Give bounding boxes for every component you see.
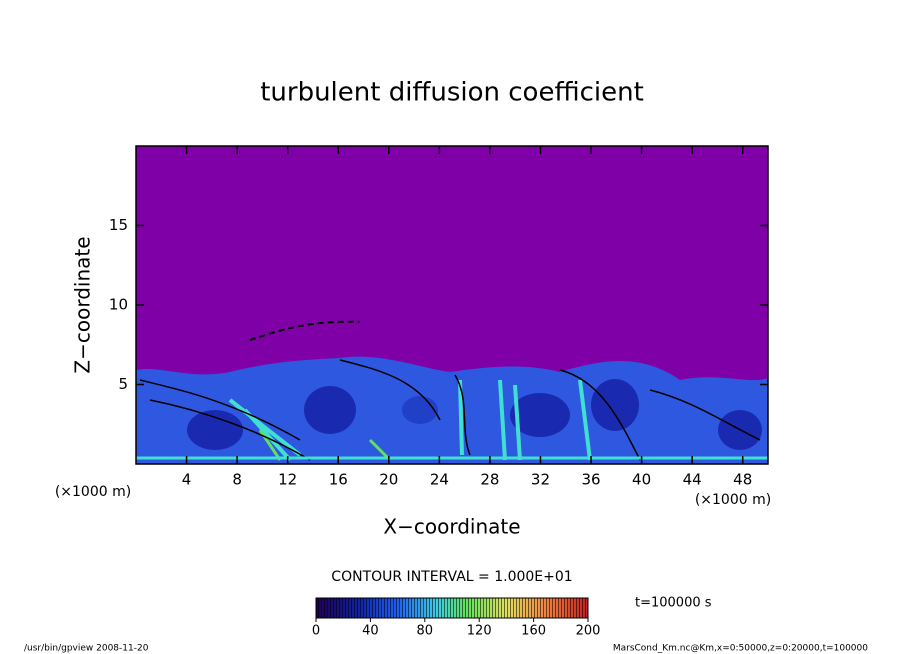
x-tick-label: 28 [480, 471, 499, 489]
footer-left: /usr/bin/gpview 2008-11-20 [24, 644, 149, 654]
y-tick-label: 10 [109, 296, 128, 314]
x-tick-label: 8 [232, 471, 242, 489]
contour-field [136, 146, 768, 464]
x-tick-label: 40 [632, 471, 651, 489]
y-tick-label: 5 [118, 375, 128, 393]
x-tick-label: 44 [683, 471, 702, 489]
colorbar-frame [315, 597, 589, 619]
colorbar-tick-label: 120 [467, 624, 492, 639]
colorbar-tick-label: 80 [417, 624, 434, 639]
chart-title: turbulent diffusion coefficient [260, 78, 644, 108]
x-tick-label: 36 [581, 471, 600, 489]
x-tick-label: 24 [430, 471, 449, 489]
x-tick-label: 48 [733, 471, 752, 489]
x-tick-label: 32 [531, 471, 550, 489]
y-tick-label: 15 [109, 216, 128, 234]
x-unit-label: (×1000 m) [695, 492, 771, 508]
y-axis-label: Z−coordinate [71, 236, 95, 373]
x-tick-label: 4 [182, 471, 192, 489]
x-tick-label: 16 [329, 471, 348, 489]
colorbar-tick-label: 200 [576, 624, 601, 639]
colorbar-tick-label: 160 [521, 624, 546, 639]
colorbar-tick-label: 0 [312, 624, 320, 639]
contour-interval: CONTOUR INTERVAL = 1.000E+01 [331, 569, 572, 585]
time-label: t=100000 s [635, 596, 712, 611]
x-tick-label: 20 [379, 471, 398, 489]
x-axis-label: X−coordinate [383, 515, 520, 539]
y-unit-label: (×1000 m) [55, 484, 131, 500]
x-tick-label: 12 [278, 471, 297, 489]
footer-right: MarsCond_Km.nc@Km,x=0:50000,z=0:20000,t=… [613, 644, 868, 654]
colorbar-tick-label: 40 [362, 624, 379, 639]
